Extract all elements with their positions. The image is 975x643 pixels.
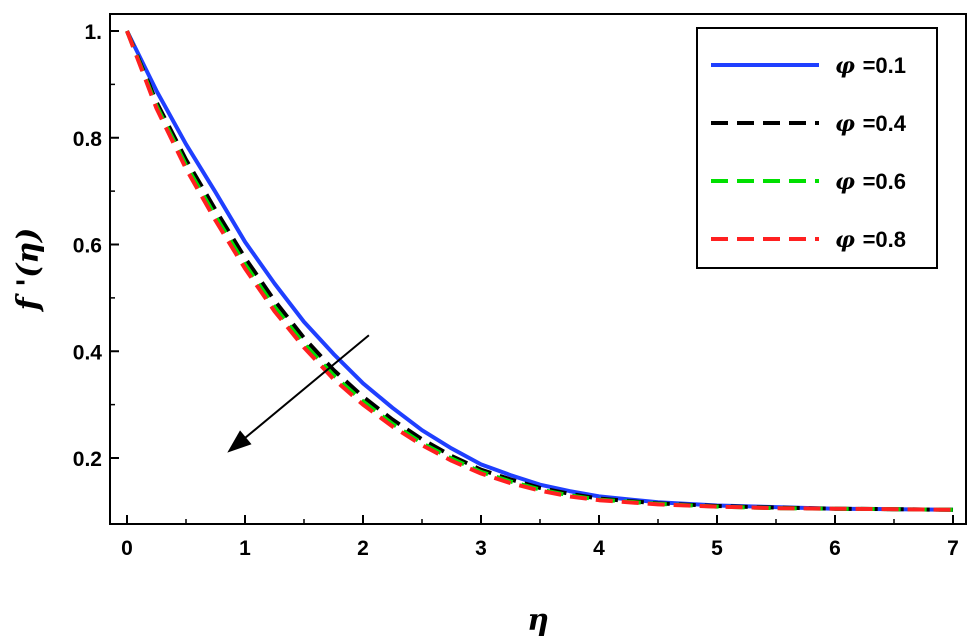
legend: φ =0.1φ =0.4φ =0.6φ =0.8 xyxy=(696,27,938,269)
legend-value: =0.4 xyxy=(863,111,907,136)
y-tick-label-3: 0.8 xyxy=(73,128,103,151)
legend-symbol: φ xyxy=(835,169,863,195)
x-tick-label-1: 1 xyxy=(239,537,251,560)
x-tick-label-7: 7 xyxy=(947,537,959,560)
y-tick-label-1: 0.4 xyxy=(73,341,103,364)
legend-value: =0.1 xyxy=(863,53,906,78)
plot-frame xyxy=(109,13,967,525)
annotation-arrow-shaft xyxy=(235,334,370,446)
legend-box xyxy=(696,27,938,269)
x-tick-label-5: 5 xyxy=(711,537,723,560)
plot-area xyxy=(109,13,967,525)
x-tick-label-0: 0 xyxy=(121,537,133,560)
annotation-arrow-head xyxy=(227,430,252,453)
legend-value: =0.6 xyxy=(863,169,906,194)
axes-layer: 0 1 2 3 4 5 6 7 0.2 0.4 0.6 0.8 1. η f '(η) xyxy=(11,21,959,638)
legend-label-2: φ =0.4 xyxy=(835,111,907,137)
legend-label-3: φ =0.6 xyxy=(835,169,906,195)
legend-symbol: φ xyxy=(835,53,863,79)
y-tick-label-0: 0.2 xyxy=(73,448,102,471)
x-axis-title: η xyxy=(527,603,549,638)
legend-value: =0.8 xyxy=(863,227,906,252)
annotation-layer xyxy=(227,334,370,453)
x-tick-label-2: 2 xyxy=(357,537,369,560)
series-layer xyxy=(125,30,954,512)
x-tick-label-4: 4 xyxy=(593,537,605,560)
x-tick-label-3: 3 xyxy=(475,537,487,560)
legend-symbol: φ xyxy=(835,111,863,137)
legend-label-4: φ =0.8 xyxy=(835,227,906,253)
series-line-4 xyxy=(125,30,954,512)
y-axis-title: f '(η) xyxy=(11,228,46,313)
x-tick-label-6: 6 xyxy=(829,537,841,560)
legend-label-1: φ =0.1 xyxy=(835,53,906,79)
y-tick-label-2: 0.6 xyxy=(73,235,102,258)
legend-symbol: φ xyxy=(835,227,863,253)
y-tick-label-4: 1. xyxy=(84,21,102,44)
